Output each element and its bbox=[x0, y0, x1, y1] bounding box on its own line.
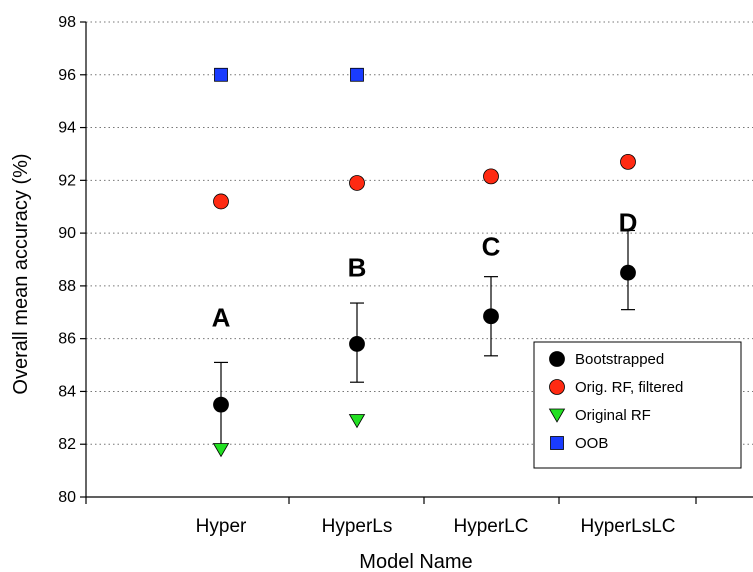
original-rf-point bbox=[212, 443, 230, 458]
group-letter: B bbox=[348, 252, 367, 282]
legend-marker bbox=[549, 379, 565, 395]
y-tick-label: 94 bbox=[58, 120, 76, 137]
x-tick-label: HyperLs bbox=[322, 516, 393, 537]
group-letter: A bbox=[212, 303, 231, 333]
y-tick-label: 92 bbox=[58, 172, 76, 189]
orig-rf-filtered-point bbox=[483, 168, 499, 185]
gridlines bbox=[86, 21, 753, 445]
legend-marker bbox=[550, 436, 564, 450]
y-tick-label: 96 bbox=[58, 67, 76, 84]
orig-rf-filtered-point bbox=[349, 175, 365, 191]
x-axis-title: Model Name bbox=[359, 551, 472, 572]
legend-label: OOB bbox=[575, 435, 608, 452]
bootstrapped-point bbox=[620, 264, 636, 281]
y-tick-label: 86 bbox=[58, 331, 76, 348]
y-tick-label: 88 bbox=[58, 278, 76, 295]
data-points bbox=[212, 67, 636, 458]
legend: Bootstrapped Orig. RF, filtered Original R… bbox=[533, 341, 742, 469]
y-tick-label: 98 bbox=[58, 14, 76, 31]
original-rf-point bbox=[348, 414, 366, 429]
legend-box bbox=[533, 341, 742, 469]
orig-rf-filtered-point bbox=[213, 193, 229, 210]
group-letter: D bbox=[619, 208, 638, 238]
legend-label: Orig. RF, filtered bbox=[575, 379, 683, 396]
legend-items: Bootstrapped Orig. RF, filtered Original R… bbox=[548, 351, 683, 452]
x-ticks: Hyper HyperLs HyperLC HyperLsLC bbox=[85, 497, 697, 537]
group-letter: C bbox=[482, 231, 501, 261]
axes bbox=[85, 22, 753, 498]
legend-marker bbox=[548, 408, 566, 423]
legend-label: Original RF bbox=[575, 407, 651, 424]
y-tick-label: 82 bbox=[58, 436, 76, 453]
x-tick-label: HyperLC bbox=[454, 516, 529, 537]
legend-marker bbox=[549, 351, 565, 367]
oob-point bbox=[350, 67, 364, 82]
y-tick-label: 90 bbox=[58, 225, 76, 242]
y-tick-label: 84 bbox=[58, 383, 76, 400]
x-tick-label: Hyper bbox=[196, 516, 247, 537]
legend-label: Bootstrapped bbox=[575, 351, 664, 368]
y-ticks: 80 82 84 86 88 90 92 94 96 98 bbox=[58, 14, 86, 506]
x-tick-label: HyperLsLC bbox=[580, 516, 675, 537]
bootstrapped-point bbox=[213, 396, 229, 413]
y-axis-title: Overall mean accuracy (%) bbox=[10, 153, 32, 394]
group-letters: A B C D bbox=[212, 208, 638, 333]
y-tick-label: 80 bbox=[58, 489, 76, 506]
orig-rf-filtered-point bbox=[620, 153, 636, 170]
oob-point bbox=[214, 67, 228, 82]
bootstrapped-point bbox=[483, 308, 499, 325]
bootstrapped-point bbox=[349, 336, 365, 352]
